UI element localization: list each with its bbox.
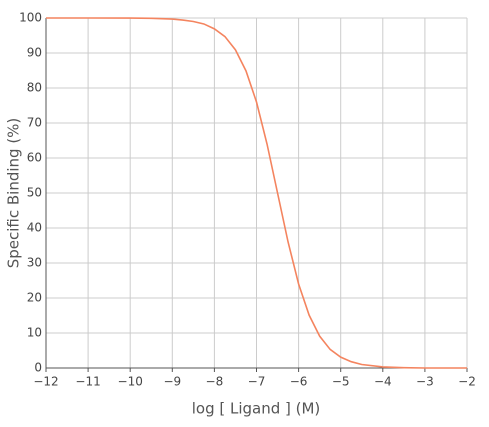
x-tick-label: −8 — [206, 375, 224, 389]
x-tick-label: −7 — [248, 375, 266, 389]
x-tick-label: −4 — [374, 375, 392, 389]
y-tick-label: 80 — [27, 81, 42, 95]
y-tick-label: 10 — [27, 326, 42, 340]
y-tick-label: 100 — [19, 11, 42, 25]
x-tick-label: −3 — [416, 375, 434, 389]
y-tick-label: 50 — [27, 186, 42, 200]
x-tick-label: −12 — [33, 375, 58, 389]
x-axis-title: log [ Ligand ] (M) — [192, 400, 321, 418]
x-tick-label: −10 — [118, 375, 143, 389]
x-tick-label: −11 — [75, 375, 100, 389]
y-tick-label: 0 — [34, 361, 42, 375]
y-tick-label: 30 — [27, 256, 42, 270]
y-tick-label: 20 — [27, 291, 42, 305]
y-tick-label: 40 — [27, 221, 42, 235]
y-tick-label: 70 — [27, 116, 42, 130]
y-tick-label: 90 — [27, 46, 42, 60]
y-axis-title: Specific Binding (%) — [5, 118, 23, 269]
data-line — [46, 17, 467, 369]
x-tick-label: −5 — [332, 375, 350, 389]
x-tick-label: −6 — [290, 375, 308, 389]
x-tick-label: −2 — [458, 375, 476, 389]
y-tick-label: 60 — [27, 151, 42, 165]
x-tick-label: −9 — [163, 375, 181, 389]
